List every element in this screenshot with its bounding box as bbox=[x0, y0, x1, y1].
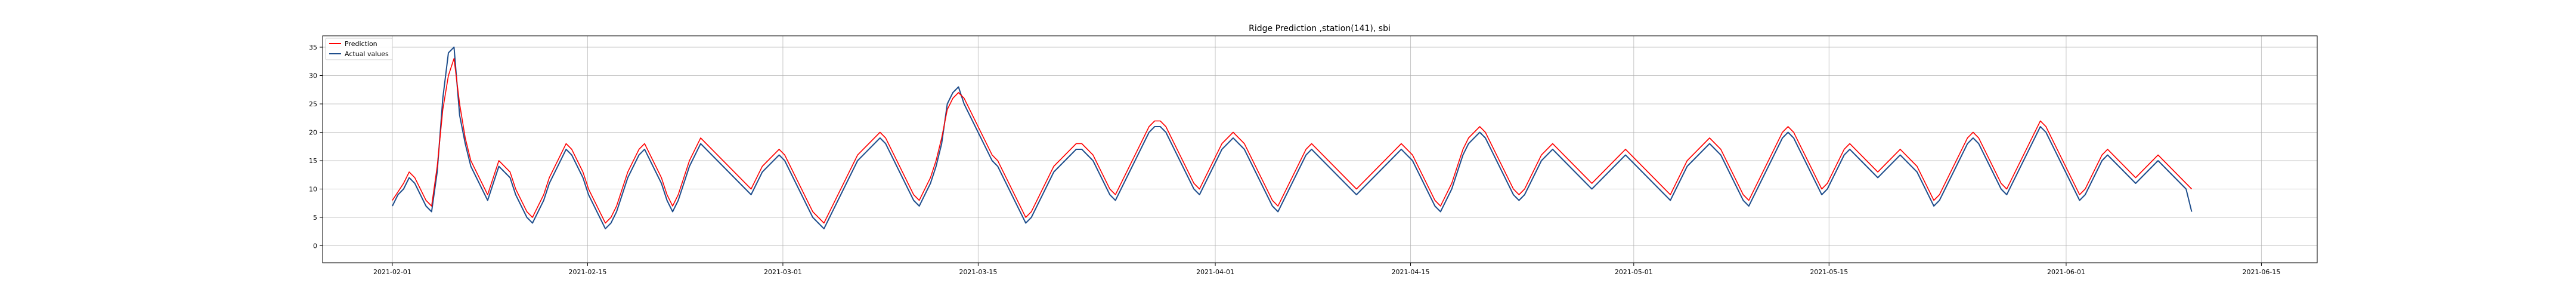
x-tick-label: 2021-03-01 bbox=[764, 268, 802, 276]
y-tick-label: 25 bbox=[309, 100, 317, 108]
x-tick-label: 2021-06-01 bbox=[2047, 268, 2085, 276]
grid-lines bbox=[323, 36, 2317, 263]
y-tick-label: 20 bbox=[309, 129, 317, 137]
legend-label-actual-values: Actual values bbox=[345, 50, 389, 58]
y-tick-label: 10 bbox=[309, 186, 317, 194]
series-lines bbox=[392, 47, 2193, 229]
plot-frame bbox=[322, 35, 2318, 263]
series-line-actual-values bbox=[392, 47, 2193, 229]
x-tick-label: 2021-03-15 bbox=[959, 268, 997, 276]
y-tick-label: 35 bbox=[309, 44, 317, 51]
y-tick-label: 15 bbox=[309, 157, 317, 165]
y-tick-label: 30 bbox=[309, 72, 317, 80]
x-tick-label: 2021-04-01 bbox=[1196, 268, 1234, 276]
x-tick-label: 2021-05-01 bbox=[1615, 268, 1653, 276]
legend-label-prediction: Prediction bbox=[345, 40, 377, 48]
y-tick-label: 0 bbox=[313, 242, 317, 250]
x-tick-label: 2021-02-15 bbox=[568, 268, 606, 276]
x-tick-label: 2021-02-01 bbox=[373, 268, 411, 276]
x-tick-label: 2021-06-15 bbox=[2242, 268, 2280, 276]
legend-box bbox=[325, 38, 393, 60]
series-line-prediction bbox=[392, 58, 2193, 224]
legend: Prediction Actual values bbox=[325, 38, 393, 60]
x-tick-label: 2021-04-15 bbox=[1392, 268, 1430, 276]
axis-ticks: 2021-02-01 2021-02-15 2021-03-01 2021-03-15… bbox=[309, 44, 2280, 276]
y-tick-label: 5 bbox=[313, 214, 317, 222]
chart-title: Ridge Prediction ,station(141), sbi bbox=[1249, 24, 1391, 33]
x-tick-label: 2021-05-15 bbox=[1810, 268, 1848, 276]
